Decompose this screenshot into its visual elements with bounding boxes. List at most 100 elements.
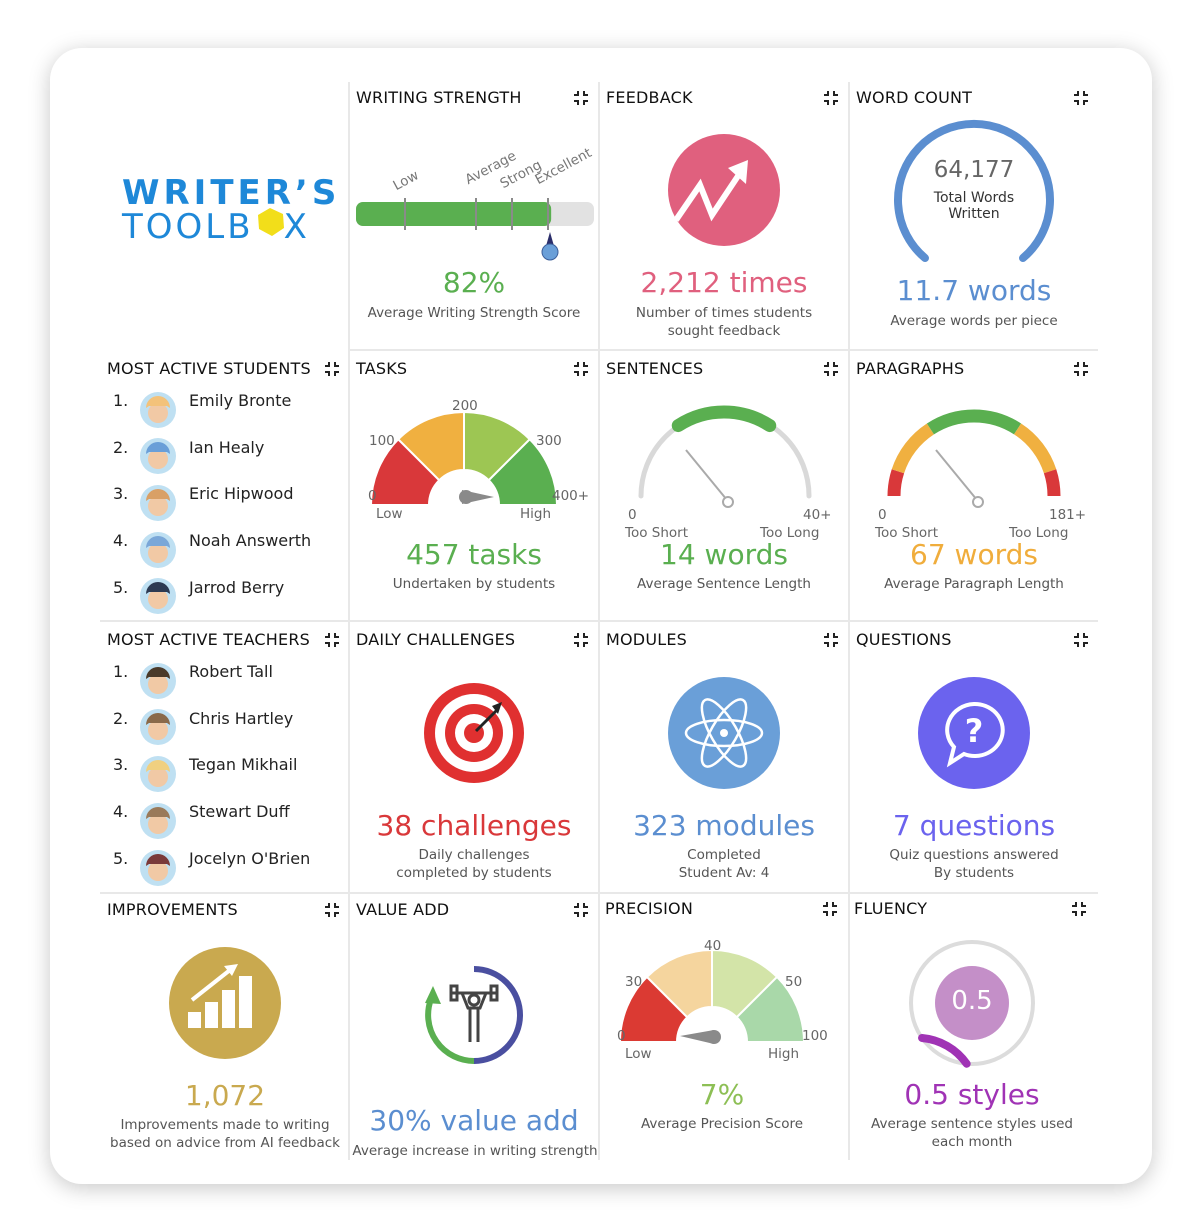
logo-line2: TOOLB X [122,210,310,244]
rank: 1. [113,391,129,410]
paragraphs-value: 67 words [910,538,1038,571]
fluency-collapse-icon[interactable] [1072,902,1086,916]
tasks-high: High [520,506,552,522]
student-item[interactable]: 2. Ian Healy [100,438,348,478]
sentences-collapse-icon[interactable] [824,362,838,376]
sentences-max: 40+ [803,507,832,523]
teacher-item[interactable]: 2. Chris Hartley [100,709,348,749]
fluency-ring [909,940,1035,1066]
tasks-caption: Undertaken by students [392,576,556,592]
student-item[interactable]: 3. Eric Hipwood [100,484,348,524]
trend-arrowhead [728,160,748,184]
precision-tick: 0 [617,1028,626,1044]
strength-ticks [404,198,549,230]
paragraphs-high: Too Long [1009,525,1069,541]
person-name: Ian Healy [189,437,265,457]
sentences-track [638,409,812,499]
feedback-collapse-icon[interactable] [824,91,838,105]
person-name: Emily Bronte [189,391,292,410]
person-name: Jocelyn O'Brien [189,848,311,868]
questions-value: 7 questions [892,809,1056,842]
sentences-high: Too Long [760,525,820,541]
modules-title: MODULES [606,630,688,649]
teacher-title: MOST ACTIVE TEACHERS [107,630,311,649]
value-add-title: VALUE ADD [356,900,450,919]
value-add-caption: Average increase in writing strength [352,1143,598,1159]
fluency-inner-value: 0.5 [951,986,993,1016]
sentences-title: SENTENCES [606,359,704,378]
tasks-tick: 300 [536,433,562,449]
precision-title: PRECISION [605,899,694,918]
tasks-collapse-icon[interactable] [574,362,588,376]
tasks-title: TASKS [356,359,408,378]
person-name: Robert Tall [189,662,273,681]
writing-strength-collapse-icon[interactable] [574,91,588,105]
rank: 2. [113,708,129,728]
teacher-item[interactable]: 4. Stewart Duff [100,802,348,842]
paragraphs-caption: Average Paragraph Length [884,576,1064,592]
student-item[interactable]: 1. Emily Bronte [100,391,348,431]
precision-tick: 40 [704,938,722,954]
improvements-caption2: based on advice from AI feedback [110,1135,340,1151]
fluency-caption2: each month [931,1134,1013,1150]
questions-caption1: Quiz questions answered [889,847,1059,863]
avatars [140,392,176,886]
atom-icon [668,677,780,789]
weightlifter-icon [425,966,523,1064]
improvements-title: IMPROVEMENTS [107,900,238,919]
writing-strength-title: WRITING STRENGTH [356,88,522,107]
challenges-caption1: Daily challenges [418,847,530,863]
feedback-caption: Number of times students sought feedback [635,305,813,339]
sentences-ideal-range [671,405,777,433]
teacher-item[interactable]: 1. Robert Tall [100,662,348,702]
student-item[interactable]: 5. Jarrod Berry [100,578,348,618]
word-count-ring [894,119,1054,262]
improvements-value: 1,072 [184,1079,266,1112]
sentences-value: 14 words [660,538,788,571]
teacher-item[interactable]: 3. Tegan Mikhail [100,755,348,795]
precision-tick: 50 [785,974,803,990]
word-count-collapse-icon[interactable] [1074,91,1088,105]
rank: 4. [113,802,129,822]
paragraphs-gauge-segment [1043,469,1061,497]
student-collapse-icon[interactable] [325,362,339,376]
questions-collapse-icon[interactable] [1074,633,1088,647]
sentences-caption: Average Sentence Length [637,576,811,592]
modules-collapse-icon[interactable] [824,633,838,647]
paragraphs-collapse-icon[interactable] [1074,362,1088,376]
tasks-needle-hub [459,490,473,504]
rank: 5. [113,848,129,868]
sentences-min: 0 [628,507,637,523]
precision-collapse-icon[interactable] [823,902,837,916]
modules-value: 323 modules [633,809,815,842]
feedback-value: 2,212 times [640,266,808,299]
word-total-label: Total Words Written [933,190,1015,222]
logo-line1: WRITER’S [122,173,341,213]
paragraphs-title: PARAGRAPHS [856,359,965,378]
target-icon [424,683,524,783]
paragraphs-gauge-segment [926,409,1022,435]
word-count-caption: Average words per piece [890,313,1058,329]
improvements-collapse-icon[interactable] [325,903,339,917]
precision-gauge-segment [735,975,806,1043]
teacher-collapse-icon[interactable] [325,633,339,647]
precision-low: Low [625,1046,652,1062]
trend-up-icon [673,168,745,222]
precision-tick: 100 [802,1028,828,1044]
person-name: Tegan Mikhail [189,755,298,775]
writing-strength-value: 82% [442,266,506,299]
precision-high: High [768,1046,800,1062]
person-name: Noah Answerth [189,531,312,551]
rank: 2. [113,437,129,457]
teacher-item[interactable]: 5. Jocelyn O'Brien [100,849,348,889]
value-add-collapse-icon[interactable] [574,903,588,917]
value-add-value: 30% value add [369,1104,579,1137]
student-item[interactable]: 4. Noah Answerth [100,531,348,571]
feedback-circle [668,134,780,246]
strength-marker [541,243,559,261]
feedback-title: FEEDBACK [606,88,693,107]
daily-challenges-collapse-icon[interactable] [574,633,588,647]
question-bubble-icon: ? [918,677,1030,789]
paragraphs-gauge-segment [887,469,905,497]
paragraphs-max: 181+ [1049,507,1087,523]
